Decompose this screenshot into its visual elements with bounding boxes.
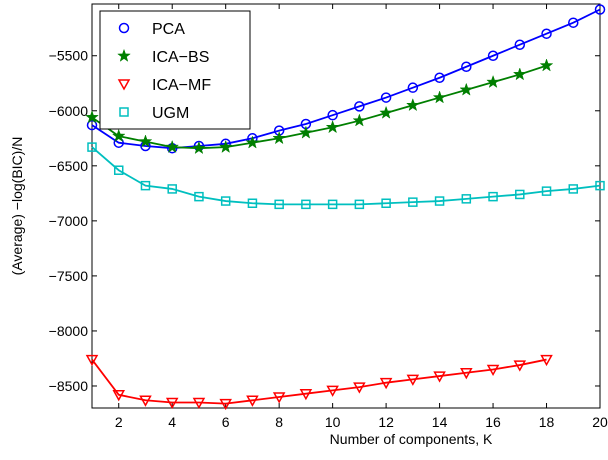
x-tick-label: 14 <box>432 414 448 430</box>
marker <box>568 17 579 28</box>
marker <box>461 61 472 72</box>
marker <box>459 82 474 96</box>
marker <box>272 392 286 404</box>
marker <box>138 134 153 148</box>
marker <box>432 90 447 104</box>
x-axis-label: Number of components, K <box>330 431 493 447</box>
marker <box>165 397 179 410</box>
marker <box>325 120 340 134</box>
marker <box>140 180 151 191</box>
marker <box>434 196 445 206</box>
y-tick-label: −6000 <box>49 103 89 119</box>
marker <box>486 364 500 377</box>
y-axis-label: (Average) −log(BIC)/N <box>9 137 25 276</box>
marker <box>539 58 554 72</box>
marker <box>353 382 366 394</box>
y-tick-label: −7500 <box>49 268 89 284</box>
x-tick-label: 8 <box>275 414 283 430</box>
marker <box>380 92 392 103</box>
marker <box>513 360 527 372</box>
marker <box>381 198 391 208</box>
x-tick-label: 20 <box>592 414 608 430</box>
marker <box>540 354 553 367</box>
marker <box>192 397 206 410</box>
marker <box>118 22 130 34</box>
marker <box>486 74 500 89</box>
marker <box>595 180 605 191</box>
marker <box>379 377 393 390</box>
legend-label: ICA−BS <box>152 49 209 66</box>
marker <box>406 374 420 386</box>
x-tick-label: 16 <box>485 414 501 430</box>
marker <box>119 107 129 117</box>
legend-box <box>99 10 251 130</box>
marker <box>85 354 99 367</box>
marker <box>354 199 365 210</box>
y-tick-label: −5500 <box>49 48 89 64</box>
series-line <box>91 358 547 405</box>
marker <box>327 199 338 210</box>
marker <box>541 28 552 39</box>
marker <box>274 199 284 210</box>
marker <box>167 184 177 194</box>
marker <box>487 50 499 61</box>
marker <box>594 4 606 15</box>
marker <box>113 165 124 175</box>
marker <box>139 395 152 407</box>
marker <box>86 119 98 131</box>
y-tick-label: −6500 <box>49 158 89 174</box>
legend-label: ICA−MF <box>152 77 211 94</box>
marker <box>298 125 313 139</box>
x-tick-label: 6 <box>222 414 230 430</box>
marker <box>514 39 526 50</box>
marker <box>405 98 420 112</box>
marker <box>218 139 233 154</box>
y-tick-label: −7000 <box>49 213 89 229</box>
x-tick-label: 10 <box>325 414 341 430</box>
x-tick-label: 18 <box>539 414 555 430</box>
marker <box>433 371 446 383</box>
y-tick-label: −8500 <box>49 378 89 394</box>
marker <box>352 113 367 127</box>
marker <box>247 198 258 208</box>
marker <box>488 191 498 202</box>
marker <box>354 101 365 112</box>
legend-label: PCA <box>152 21 185 38</box>
marker <box>165 139 180 154</box>
marker <box>219 398 232 411</box>
marker <box>220 196 231 206</box>
marker <box>112 390 126 402</box>
marker <box>379 105 394 119</box>
marker <box>408 197 418 207</box>
marker <box>117 79 131 91</box>
marker <box>87 142 97 152</box>
marker <box>460 368 473 380</box>
marker <box>192 140 206 155</box>
marker <box>461 194 472 204</box>
marker <box>299 388 313 401</box>
marker <box>246 395 259 407</box>
legend: PCA ICA−BS ICA−MF UGM <box>99 10 251 130</box>
y-tick-label: −8000 <box>49 323 89 339</box>
marker <box>541 186 552 196</box>
marker <box>326 385 339 397</box>
marker <box>434 72 445 84</box>
marker <box>512 67 527 81</box>
marker <box>117 48 131 62</box>
marker <box>85 110 99 124</box>
marker <box>407 82 419 93</box>
x-tick-label: 2 <box>115 414 123 430</box>
marker <box>272 131 287 145</box>
marker <box>568 184 579 194</box>
x-tick-label: 4 <box>168 414 176 430</box>
legend-label: UGM <box>152 105 189 122</box>
marker <box>111 128 126 143</box>
marker <box>301 199 311 210</box>
marker <box>515 189 525 200</box>
marker <box>194 191 204 202</box>
marker <box>245 135 260 149</box>
marker <box>327 109 338 121</box>
x-tick-label: 12 <box>378 414 394 430</box>
